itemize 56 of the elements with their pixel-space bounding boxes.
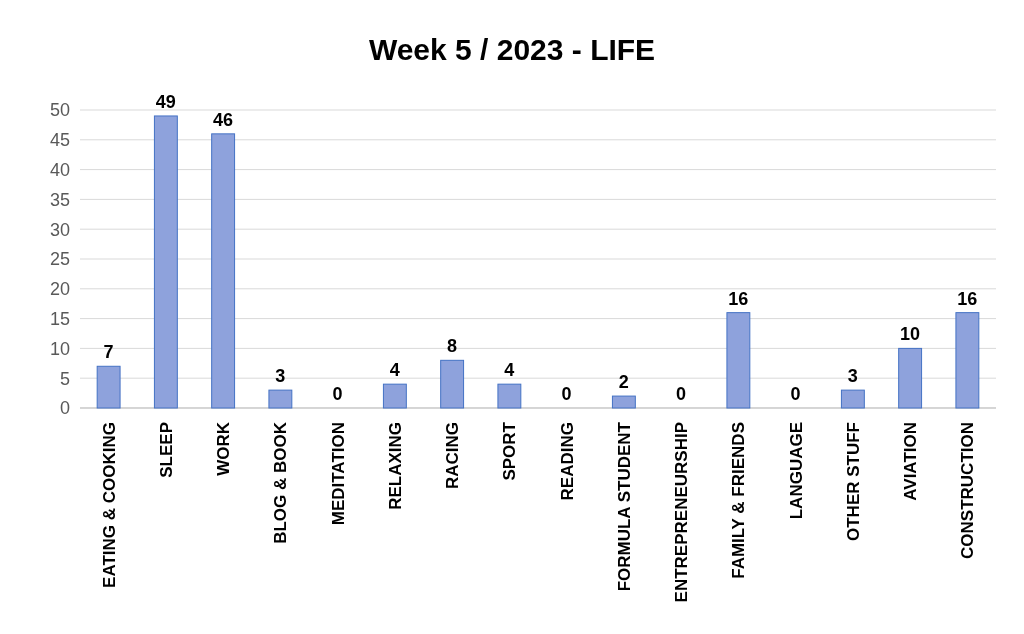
data-label: 4: [504, 360, 515, 381]
data-label: 3: [275, 366, 286, 387]
x-tick-label: MEDITATION: [328, 422, 348, 526]
x-tick-label: SLEEP: [156, 422, 176, 478]
y-tick-label: 40: [49, 159, 70, 180]
bar: [898, 347, 923, 409]
x-tick-label: WORK: [214, 421, 234, 476]
data-label: 16: [957, 288, 978, 309]
x-tick-label: ENTREPRENEURSHIP: [672, 422, 692, 603]
data-label: 0: [332, 384, 343, 404]
data-label: 4: [389, 360, 400, 381]
x-tick-label: FORMULA STUDENT: [614, 421, 634, 592]
y-tick-label: 30: [49, 219, 70, 240]
bar: [153, 115, 178, 409]
data-label: 49: [155, 91, 176, 112]
x-tick-label: RELAXING: [385, 422, 405, 510]
y-tick-label: 25: [49, 249, 70, 270]
x-tick-label: SPORT: [500, 421, 520, 481]
x-tick-label: RACING: [443, 422, 463, 490]
bar: [382, 383, 407, 409]
x-tick-label: EATING & COOKING: [99, 422, 119, 588]
y-tick-label: 20: [49, 279, 70, 300]
bar: [611, 395, 636, 409]
y-tick-label: 45: [49, 130, 70, 151]
y-tick-label: 50: [49, 100, 70, 121]
bar: [96, 365, 121, 409]
data-label: 3: [847, 366, 858, 387]
x-tick-label: OTHER STUFF: [843, 422, 863, 541]
data-label: 46: [213, 109, 234, 130]
data-label: 16: [728, 288, 749, 309]
data-label: 8: [447, 336, 458, 357]
data-label: 7: [103, 342, 114, 363]
bar: [955, 312, 980, 409]
x-tick-label: READING: [557, 422, 577, 501]
data-label: 2: [618, 372, 629, 393]
y-tick-label: 15: [49, 308, 70, 329]
chart-title: Week 5 / 2023 - LIFE: [368, 33, 656, 66]
bar: [268, 389, 293, 409]
x-tick-label: CONSTRUCTION: [958, 422, 978, 559]
y-tick-label: 5: [59, 368, 70, 389]
data-label: 0: [676, 384, 687, 404]
x-tick-label: AVIATION: [901, 422, 921, 501]
x-tick-label: BLOG & BOOK: [271, 421, 291, 544]
x-tick-label: LANGUAGE: [786, 422, 806, 520]
bar: [211, 133, 236, 409]
x-tick-label: FAMILY & FRIENDS: [729, 422, 749, 579]
data-label: 10: [900, 324, 921, 345]
bar: [840, 389, 865, 409]
y-tick-label: 35: [49, 189, 70, 210]
y-tick-label: 0: [59, 398, 70, 419]
bar: [440, 359, 465, 409]
bar: [497, 383, 522, 409]
y-tick-label: 10: [49, 338, 70, 359]
bar: [726, 312, 751, 409]
data-label: 0: [790, 384, 801, 404]
data-label: 0: [561, 384, 572, 404]
